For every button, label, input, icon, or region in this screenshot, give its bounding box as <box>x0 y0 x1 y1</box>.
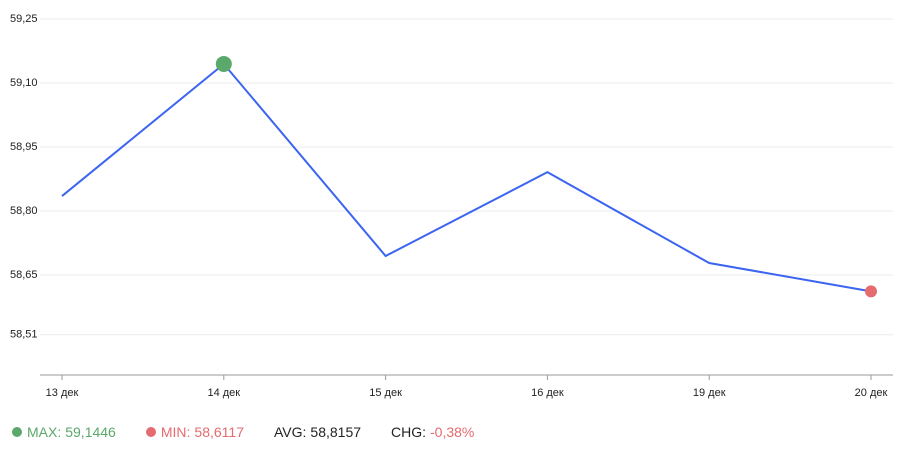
chart: 59,25 59,10 58,95 58,80 58,65 58,51 13 дек 14 д… <box>10 13 893 399</box>
stat-label: AVG: <box>273 424 307 440</box>
x-tick-label: 19 дек <box>693 387 726 399</box>
stat-value: 58,8157 <box>310 424 362 440</box>
stat-value: -0,38% <box>430 424 475 440</box>
stat: CHG: -0,38% <box>391 424 474 440</box>
stat: MIN: 58,6117 <box>145 424 244 440</box>
y-tick-label: 59,25 <box>10 13 38 25</box>
x-tick-label: 20 дек <box>855 387 888 399</box>
stats-bar: MAX: 59,1446 MIN: 58,6117 AVG: 58,8157 CHG: -0,… <box>12 424 474 440</box>
x-tick-label: 14 дек <box>207 387 240 399</box>
stat-dot <box>145 427 156 437</box>
stat-label: MAX: <box>27 424 62 440</box>
stat-dot <box>12 427 22 437</box>
x-tick-label: 13 дек <box>46 387 79 399</box>
stat-label: MIN: <box>160 424 191 440</box>
stat: AVG: 58,8157 <box>274 424 361 440</box>
y-tick-label: 58,51 <box>10 329 38 341</box>
series-line <box>61 62 872 293</box>
x-tick-label: 16 дек <box>531 387 564 399</box>
min-marker <box>865 285 877 298</box>
y-tick-label: 58,80 <box>10 205 38 217</box>
stat-value: 59,1446 <box>65 424 116 440</box>
stat: MAX: 59,1446 <box>12 424 116 440</box>
y-tick-label: 59,10 <box>10 77 38 89</box>
x-tick-label: 15 дек <box>369 387 402 399</box>
stat-value: 58,6117 <box>194 424 244 440</box>
y-tick-label: 58,65 <box>10 269 38 281</box>
max-marker <box>215 55 232 72</box>
stat-label: CHG: <box>391 424 427 440</box>
y-tick-label: 58,95 <box>10 141 38 153</box>
